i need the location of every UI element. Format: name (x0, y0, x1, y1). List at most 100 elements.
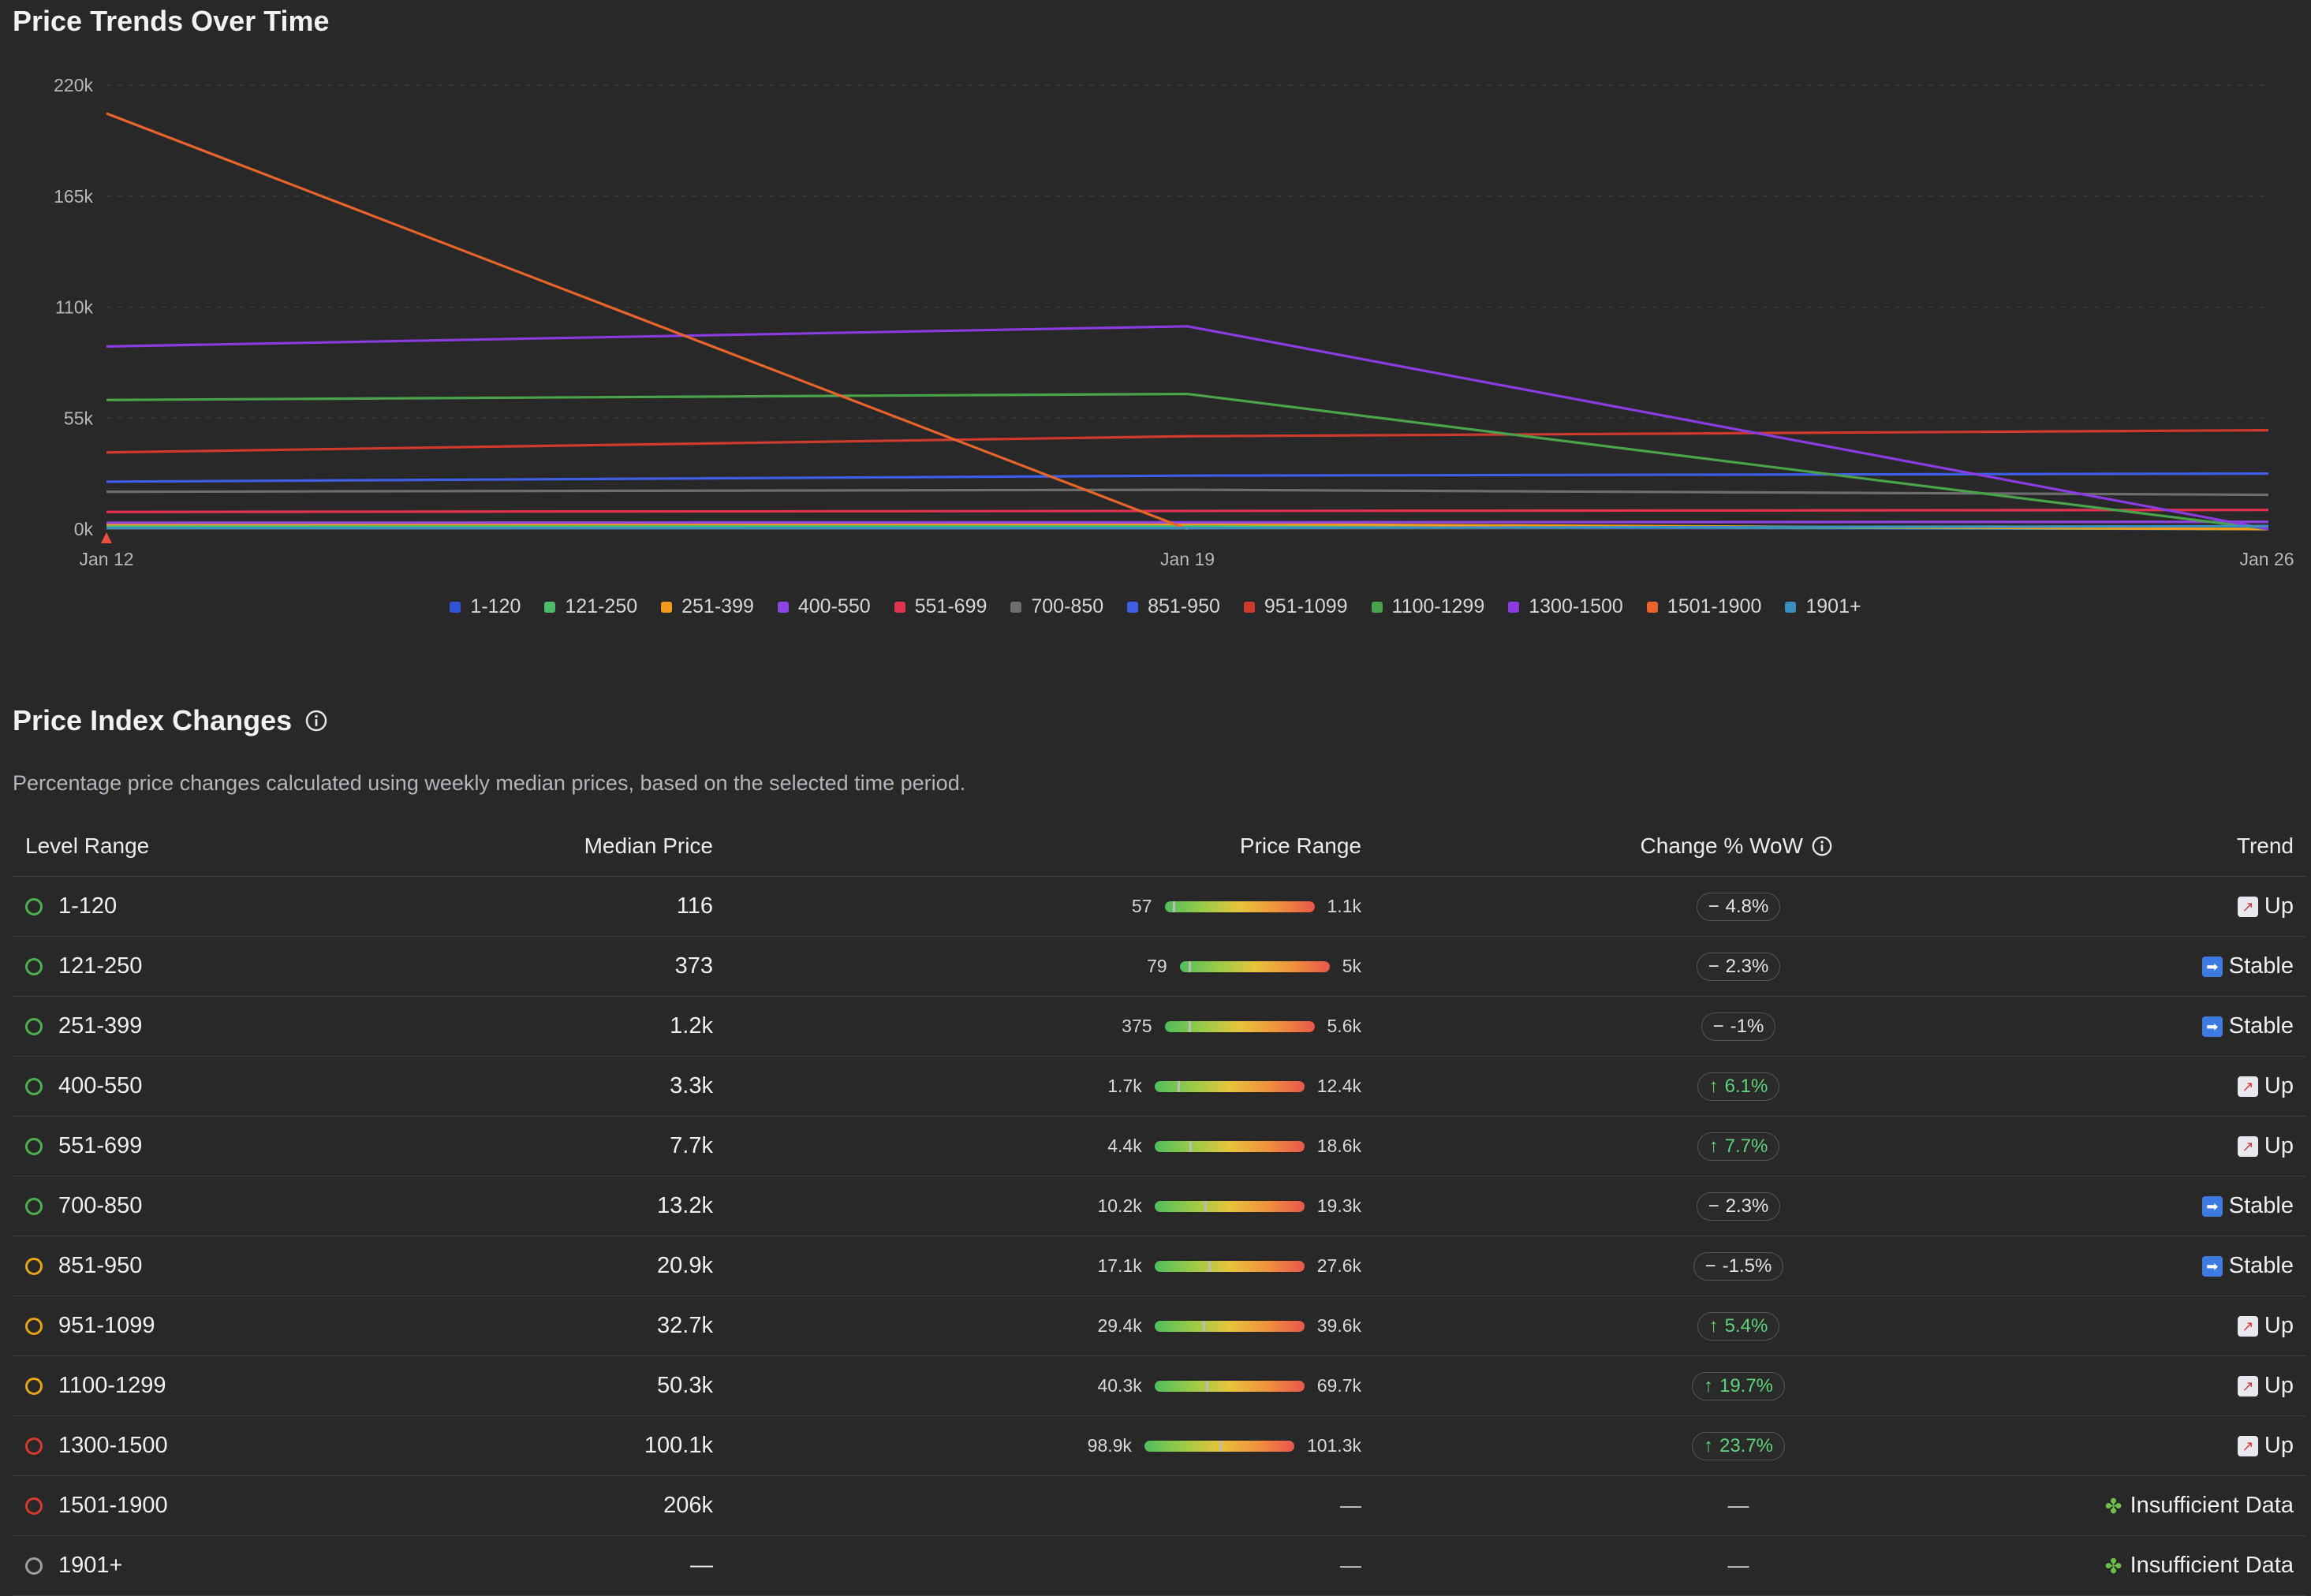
table-row[interactable]: 1100-1299 50.3k 40.3k 69.7k ↑ 19.7% ↗ Up (13, 1356, 2306, 1416)
change-empty: — (1727, 1553, 1749, 1577)
y-tick-label: 165k (54, 186, 93, 207)
range-bar (1144, 1440, 1294, 1452)
series-line-851-950[interactable] (106, 472, 2269, 483)
status-ring-icon (25, 1317, 43, 1335)
legend-item-1-120[interactable]: 1-120 (450, 595, 521, 618)
level-label: 1501-1900 (58, 1493, 168, 1518)
range-max: 69.7k (1316, 1375, 1361, 1396)
trend-cell: ↗ Up (2237, 877, 2294, 936)
range-max: 19.3k (1316, 1195, 1361, 1216)
range-marker (1204, 1200, 1207, 1212)
level-cell: 1100-1299 (25, 1356, 166, 1415)
legend-label: 700-850 (1031, 595, 1104, 617)
legend-swatch (1010, 601, 1022, 613)
trend-label: Up (2264, 1373, 2294, 1398)
status-ring-icon (25, 1437, 43, 1455)
series-line-951-1099[interactable] (106, 429, 2269, 454)
level-label: 121-250 (58, 953, 143, 979)
legend-label: 1100-1299 (1391, 595, 1485, 617)
legend-item-851-950[interactable]: 851-950 (1127, 595, 1220, 618)
legend-swatch (777, 601, 789, 613)
legend-item-1501-1900[interactable]: 1501-1900 (1646, 595, 1761, 618)
legend-swatch (544, 601, 556, 613)
legend-item-251-399[interactable]: 251-399 (661, 595, 754, 618)
legend-item-951-1099[interactable]: 951-1099 (1243, 595, 1348, 618)
median-price: 13.2k (657, 1193, 713, 1218)
legend-label: 1-120 (470, 595, 521, 617)
info-icon[interactable] (1811, 835, 1833, 857)
table-row[interactable]: 1300-1500 100.1k 98.9k 101.3k ↑ 23.7% ↗ Up (13, 1416, 2306, 1476)
col-level-range[interactable]: Level Range (25, 833, 150, 858)
table-row[interactable]: 700-850 13.2k 10.2k 19.3k −2.3% ➡ Stable (13, 1176, 2306, 1236)
index-title: Price Index Changes (13, 704, 293, 736)
range-bar (1154, 1260, 1305, 1272)
level-label: 1-120 (58, 893, 118, 919)
level-label: 1901+ (58, 1553, 123, 1578)
range-min: 57 (1131, 896, 1152, 916)
right-arrow-icon: ➡ (2201, 956, 2223, 977)
table-row[interactable]: 1-120 116 57 1.1k −4.8% ↗ Up (13, 877, 2306, 937)
legend-item-1100-1299[interactable]: 1100-1299 (1371, 595, 1485, 618)
range-marker (1219, 1440, 1222, 1452)
change-value: 5.4% (1724, 1314, 1768, 1337)
median-price: 206k (663, 1493, 713, 1518)
index-section-header: Price Index Changes (13, 704, 328, 737)
trend-cell: ➡ Stable (2201, 997, 2294, 1056)
level-label: 951-1099 (58, 1313, 155, 1338)
legend-item-1300-1500[interactable]: 1300-1500 (1508, 595, 1623, 618)
table-row[interactable]: 251-399 1.2k 375 5.6k − -1% ➡ Stable (13, 997, 2306, 1057)
col-median-price[interactable]: Median Price (584, 833, 713, 858)
series-line-1501-1900[interactable] (106, 112, 1189, 531)
status-ring-icon (25, 1017, 43, 1035)
right-arrow-icon: ➡ (2201, 1195, 2223, 1217)
table-row[interactable]: 121-250 373 79 5k −2.3% ➡ Stable (13, 937, 2306, 997)
range-max: 1.1k (1327, 896, 1361, 916)
status-ring-icon (25, 1137, 43, 1155)
price-range-cell: 10.2k 19.3k (1097, 1176, 1361, 1236)
index-description: Percentage price changes calculated usin… (13, 771, 966, 795)
series-line-700-850[interactable] (106, 488, 2269, 497)
legend-swatch (661, 601, 673, 613)
series-line-400-550[interactable] (106, 520, 2269, 524)
x-tick-label: Jan 19 (1160, 549, 1215, 569)
series-line-1300-1500[interactable] (106, 325, 2269, 531)
change-empty: — (1727, 1493, 1749, 1517)
dash-icon: − (1708, 1195, 1719, 1217)
range-marker (1208, 1260, 1211, 1272)
level-label: 400-550 (58, 1073, 143, 1098)
series-line-1100-1299[interactable] (106, 392, 2269, 531)
change-value: 2.3% (1725, 955, 1769, 977)
table-row[interactable]: 951-1099 32.7k 29.4k 39.6k ↑ 5.4% ↗ Up (13, 1296, 2306, 1356)
level-label: 251-399 (58, 1013, 143, 1039)
legend-label: 851-950 (1148, 595, 1220, 617)
series-line-1901+[interactable] (106, 524, 2269, 530)
y-tick-label: 220k (54, 75, 93, 95)
table-row[interactable]: 400-550 3.3k 1.7k 12.4k ↑ 6.1% ↗ Up (13, 1057, 2306, 1117)
change-badge: ↑ 6.1% (1697, 1072, 1780, 1101)
change-badge: ↑ 7.7% (1697, 1132, 1780, 1161)
info-icon[interactable] (304, 709, 328, 733)
series-line-551-699[interactable] (106, 509, 2269, 513)
range-bar (1164, 901, 1315, 912)
col-trend[interactable]: Trend (2236, 833, 2294, 858)
range-max: 39.6k (1316, 1315, 1361, 1336)
col-price-range[interactable]: Price Range (1239, 833, 1361, 858)
trend-cell: ✤ Insufficient Data (2104, 1536, 2294, 1595)
legend-item-1901+[interactable]: 1901+ (1785, 595, 1861, 618)
table-row[interactable]: 551-699 7.7k 4.4k 18.6k ↑ 7.7% ↗ Up (13, 1117, 2306, 1176)
table-row[interactable]: 1501-1900 206k — — ✤ Insufficient Data (13, 1476, 2306, 1536)
legend-item-700-850[interactable]: 700-850 (1010, 595, 1103, 618)
table-row[interactable]: 1901+ — — — ✤ Insufficient Data (13, 1536, 2306, 1596)
table-row[interactable]: 851-950 20.9k 17.1k 27.6k − -1.5% ➡ Stable (13, 1236, 2306, 1296)
range-min: 375 (1122, 1016, 1152, 1036)
median-price: 116 (676, 893, 713, 919)
legend-item-551-699[interactable]: 551-699 (894, 595, 987, 618)
trend-label: Insufficient Data (2130, 1553, 2294, 1578)
range-marker (1188, 1020, 1191, 1032)
legend-item-400-550[interactable]: 400-550 (777, 595, 871, 618)
legend-item-121-250[interactable]: 121-250 (544, 595, 637, 618)
median-price: 20.9k (657, 1253, 713, 1278)
level-cell: 851-950 (25, 1236, 142, 1296)
col-change-wow[interactable]: Change % WoW (1641, 816, 1833, 876)
change-cell: ↑ 23.7% (1644, 1416, 1833, 1475)
